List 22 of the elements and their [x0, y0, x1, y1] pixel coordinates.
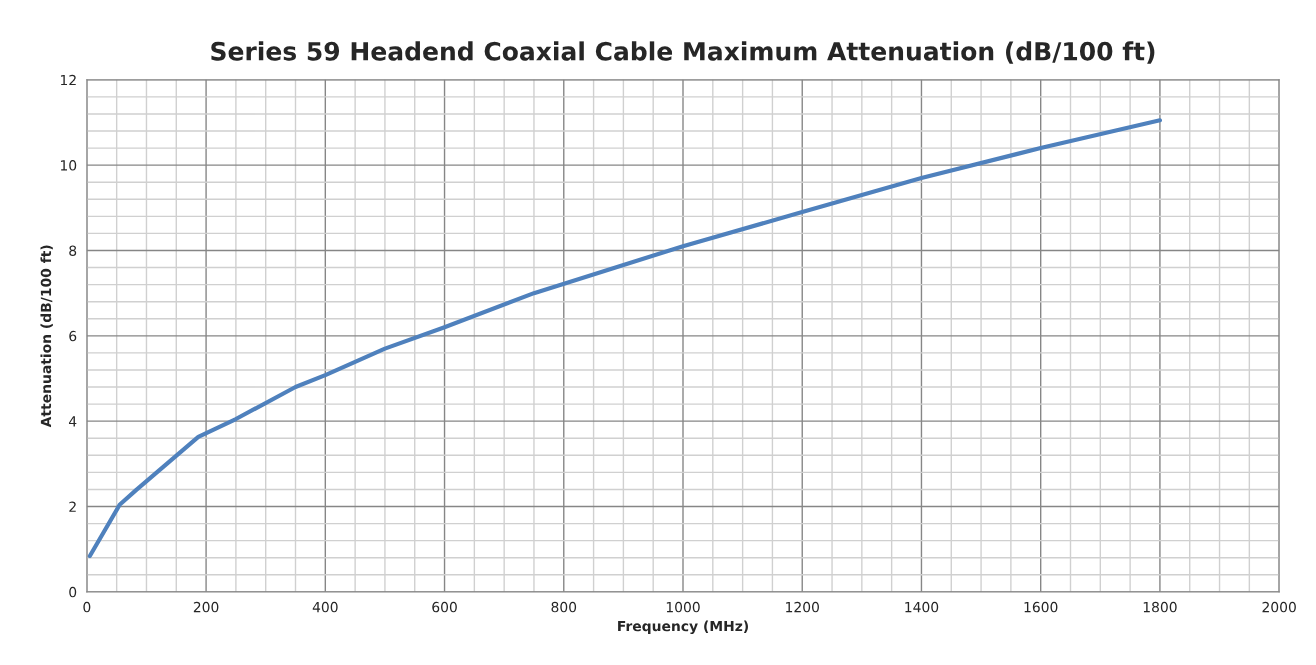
x-tick-label: 0: [83, 601, 91, 613]
x-tick-label: 1200: [786, 601, 819, 613]
x-axis-title: Frequency (MHz): [618, 620, 748, 635]
x-tick-label: 600: [432, 601, 457, 613]
y-axis-title: Attenuation (dB/100 ft): [40, 245, 53, 428]
y-tick-label: 12: [60, 74, 76, 86]
y-tick-label: 6: [69, 330, 77, 342]
y-tick-label: 2: [69, 501, 76, 512]
x-tick-label: 1600: [1024, 601, 1058, 613]
x-tick-label: 1400: [905, 601, 939, 613]
y-tick-label: 8: [69, 245, 77, 256]
chart-title: Series 59 Headend Coaxial Cable Maximum Attenuation (dB/100 ft): [211, 41, 1155, 64]
x-tick-label: 400: [312, 601, 338, 613]
x-tick-label: 1800: [1143, 601, 1177, 613]
y-tick-label: 4: [68, 416, 77, 427]
y-tick-label: 0: [69, 586, 77, 598]
line-series: [87, 118, 1163, 559]
x-tick-label: 200: [193, 601, 219, 613]
x-tick-label: 800: [551, 601, 577, 613]
y-tick-label: 10: [60, 160, 77, 171]
x-tick-label: 1000: [666, 601, 700, 613]
x-tick-label: 2000: [1262, 601, 1296, 613]
